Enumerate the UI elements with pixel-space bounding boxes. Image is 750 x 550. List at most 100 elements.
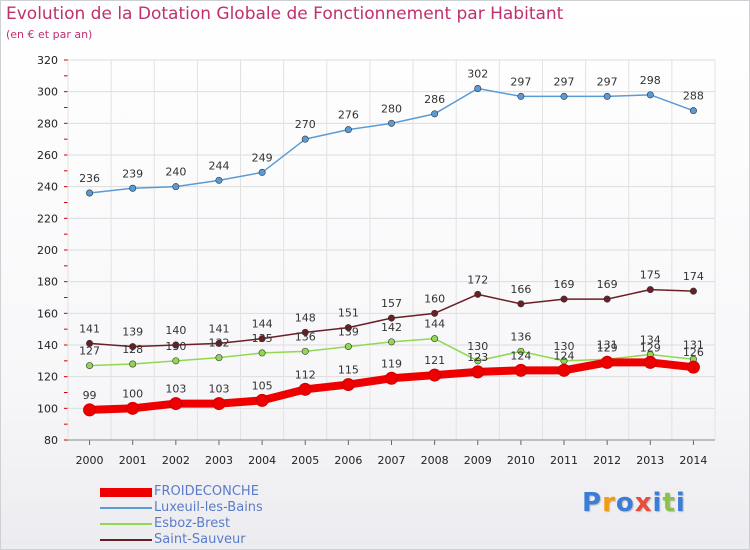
data-label: 119 [381,357,402,370]
data-point [341,378,355,392]
x-tick-label: 2003 [205,454,233,467]
data-label: 236 [79,172,100,185]
data-point [646,286,654,294]
data-point [428,368,442,382]
data-point [689,107,697,115]
data-label: 126 [683,346,704,359]
data-point [172,357,180,365]
data-label: 124 [554,349,575,362]
data-label: 130 [165,340,186,353]
y-tick-label: 80 [44,434,58,447]
data-label: 128 [122,343,143,356]
data-label: 169 [554,278,575,291]
data-point [169,397,183,411]
data-point [172,183,180,191]
legend-swatch [100,507,152,509]
legend-swatch [100,488,152,497]
data-label: 135 [252,332,273,345]
data-point [431,110,439,118]
data-label: 148 [295,311,316,324]
chart-title: Evolution de la Dotation Globale de Fonc… [6,4,564,24]
data-label: 160 [424,292,445,305]
legend-label: FROIDECONCHE [154,484,259,499]
data-point [387,119,395,127]
data-label: 112 [295,368,316,381]
y-tick-label: 280 [37,117,58,130]
data-label: 141 [79,322,100,335]
chart-subtitle: (en € et par an) [6,28,93,41]
data-label: 286 [424,93,445,106]
data-label: 240 [165,166,186,179]
data-point [643,355,657,369]
data-label: 140 [165,324,186,337]
y-tick-label: 320 [37,54,58,67]
data-label: 142 [381,321,402,334]
data-point [385,371,398,385]
data-point [172,341,180,349]
x-tick-label: 2002 [162,454,190,467]
y-tick-label: 220 [37,212,58,225]
data-point [344,126,352,134]
data-label: 302 [467,68,488,81]
legend-swatch [100,523,152,525]
data-point [600,355,614,369]
data-point [514,363,528,377]
data-point [258,168,266,176]
x-tick-label: 2006 [334,454,362,467]
data-label: 297 [554,75,575,88]
y-tick-label: 200 [37,244,58,257]
data-point [603,295,611,303]
data-point [126,401,140,415]
data-point [258,349,266,357]
data-label: 249 [252,151,273,164]
data-label: 123 [467,351,488,364]
data-label: 244 [208,159,229,172]
data-label: 139 [338,326,359,339]
data-label: 297 [510,75,531,88]
data-point [215,339,223,347]
data-point [517,92,525,100]
x-tick-label: 2011 [550,454,578,467]
data-label: 131 [597,338,618,351]
data-point [83,403,97,417]
data-point [255,393,269,407]
data-label: 288 [683,90,704,103]
data-point [474,85,482,93]
data-point [474,357,482,365]
data-point [387,338,395,346]
data-label: 139 [122,326,143,339]
data-label: 239 [122,167,143,180]
data-label: 124 [510,349,531,362]
x-tick-label: 2004 [248,454,276,467]
x-tick-label: 2014 [679,454,707,467]
data-label: 129 [640,341,661,354]
data-point [431,335,439,343]
data-point [344,343,352,351]
legend-label: Esboz-Brest [154,516,231,531]
data-label: 121 [424,354,445,367]
data-point [431,309,439,317]
data-label: 141 [208,322,229,335]
data-point [471,365,485,379]
data-label: 136 [295,330,316,343]
data-point [301,347,309,355]
x-tick-label: 2001 [119,454,147,467]
data-point [603,92,611,100]
data-label: 298 [640,74,661,87]
data-label: 169 [597,278,618,291]
data-label: 99 [83,389,97,402]
data-point [474,290,482,298]
data-point [86,362,94,370]
data-label: 172 [467,273,488,286]
data-point [689,287,697,295]
data-point [215,354,223,362]
data-label: 127 [79,345,100,358]
y-tick-label: 180 [37,276,58,289]
data-label: 270 [295,118,316,131]
x-tick-label: 2013 [636,454,664,467]
data-point [129,184,137,192]
legend-label: Saint-Sauveur [154,532,246,547]
data-label: 174 [683,270,704,283]
y-tick-label: 100 [37,402,58,415]
